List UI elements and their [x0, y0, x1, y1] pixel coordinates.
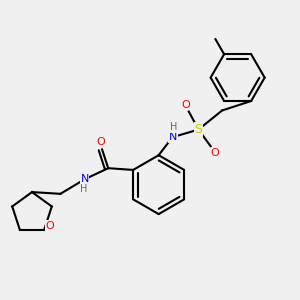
Text: O: O [182, 100, 190, 110]
Text: O: O [45, 221, 54, 231]
Text: H: H [80, 184, 88, 194]
Text: O: O [210, 148, 219, 158]
Text: H: H [169, 122, 177, 133]
Text: N: N [169, 132, 177, 142]
Text: S: S [194, 123, 202, 136]
Text: O: O [96, 136, 105, 146]
Text: N: N [80, 174, 89, 184]
